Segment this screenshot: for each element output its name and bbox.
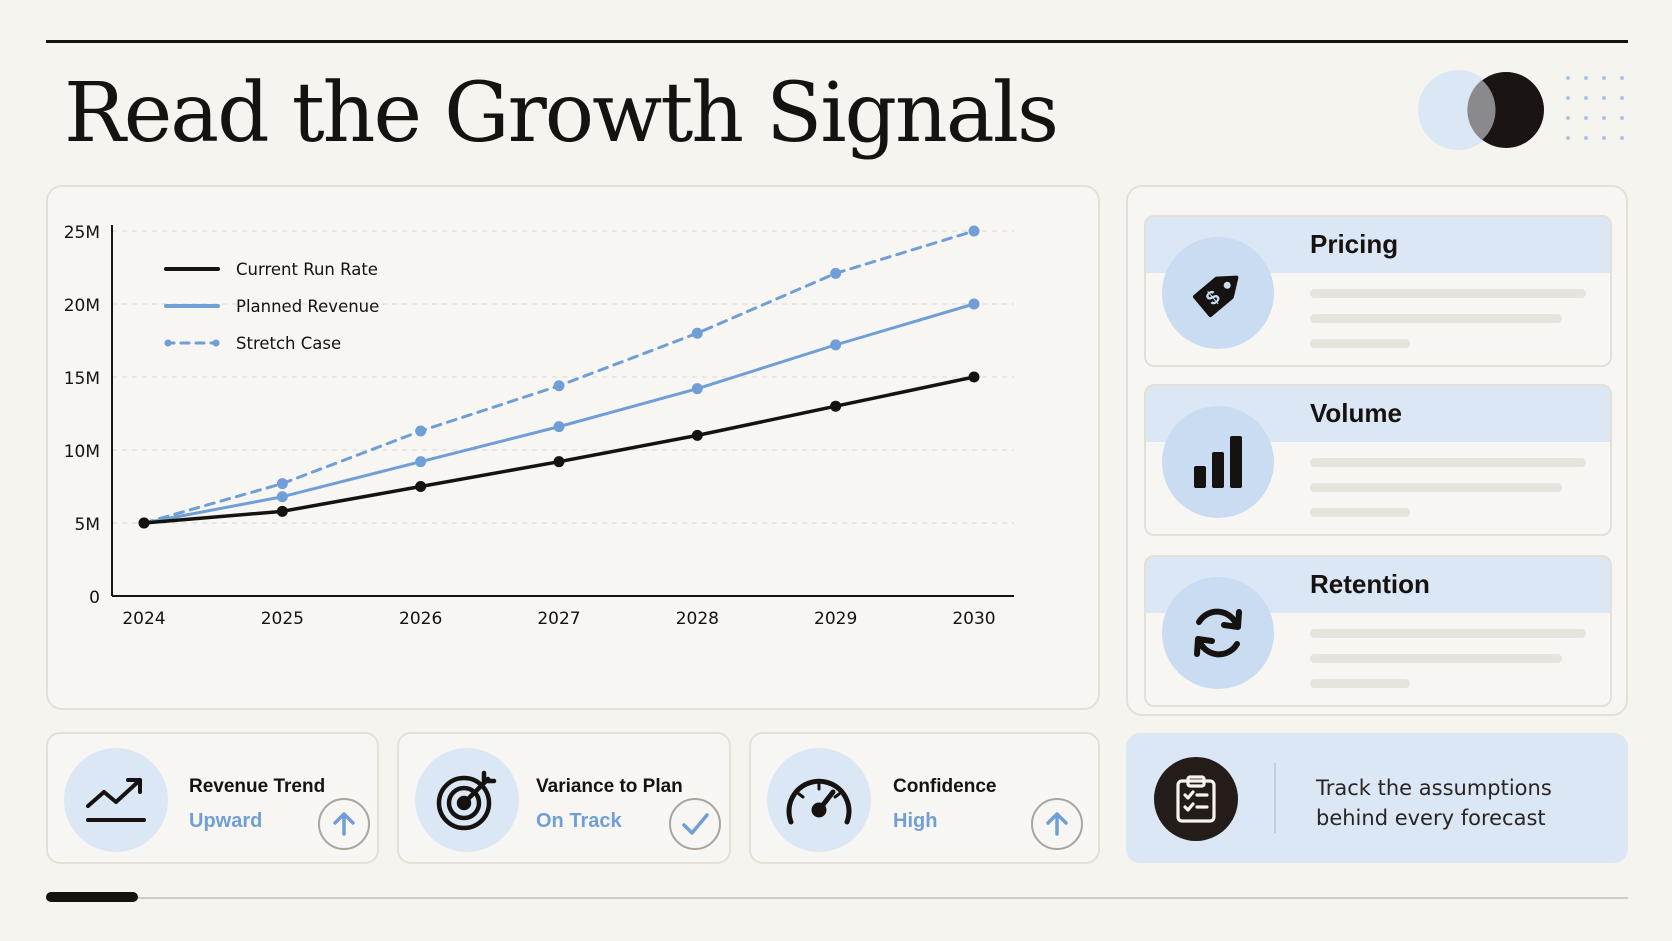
data-point — [415, 481, 427, 492]
y-tick-label: 0 — [89, 588, 100, 608]
x-tick-label: 2026 — [399, 609, 442, 629]
kpi-card-revenue-trend[interactable]: Revenue Trend Upward — [46, 732, 379, 864]
x-tick-label: 2024 — [122, 609, 165, 629]
data-point — [691, 429, 703, 441]
data-point — [553, 421, 565, 433]
data-point — [553, 456, 565, 468]
placeholder-line — [1310, 339, 1410, 348]
data-point — [691, 327, 703, 339]
gauge-icon — [767, 748, 871, 852]
data-point — [415, 425, 427, 437]
legend-label: Current Run Rate — [236, 260, 378, 279]
placeholder-line — [1310, 679, 1410, 688]
growth-drivers-panel: $ Pricing Volume — [1126, 185, 1628, 716]
y-tick-label: 15M — [64, 369, 100, 389]
factor-title: Volume — [1310, 398, 1402, 428]
series-line — [142, 375, 976, 525]
kpi-value: Upward — [189, 810, 263, 832]
data-point — [968, 225, 980, 237]
placeholder-line — [1310, 458, 1586, 467]
note-divider — [1274, 763, 1276, 833]
note-text: Track the assumptions behind every forec… — [1316, 776, 1552, 830]
price-tag-icon: $ — [1162, 237, 1274, 349]
bar-chart-icon — [1162, 406, 1274, 518]
assumptions-note: Track the assumptions behind every forec… — [1126, 733, 1628, 863]
data-point — [830, 400, 842, 412]
data-point — [553, 380, 565, 392]
revenue-line-chart: 0 5M 10M 15M 20M 25M 2024 2025 2026 2027 2028 2029 2… — [64, 223, 1014, 629]
checkmark-icon — [669, 798, 721, 850]
target-icon — [415, 748, 519, 852]
x-tick-label: 2030 — [952, 609, 995, 629]
arrow-up-icon — [1031, 798, 1083, 850]
data-point — [415, 456, 427, 468]
y-tick-label: 20M — [64, 296, 100, 316]
x-tick-label: 2029 — [814, 609, 857, 629]
kpi-card-confidence[interactable]: Confidence High — [749, 732, 1100, 864]
y-tick-label: 10M — [64, 442, 100, 462]
page-title: Read the Growth Signals — [64, 66, 1059, 161]
data-point — [968, 298, 980, 310]
chart-panel: 0 5M 10M 15M 20M 25M 2024 2025 2026 2027 2028 2029 2… — [46, 185, 1100, 710]
legend-marker — [212, 339, 220, 347]
x-tick-label: 2025 — [261, 609, 304, 629]
data-point — [138, 517, 150, 529]
data-point — [276, 478, 288, 490]
placeholder-line — [1310, 508, 1410, 517]
legend-label: Stretch Case — [236, 334, 341, 353]
factor-title: Pricing — [1310, 229, 1399, 259]
clipboard-checklist-icon — [1154, 757, 1238, 841]
top-rule — [46, 40, 1628, 43]
data-point — [830, 339, 842, 351]
x-tick-label: 2028 — [676, 609, 719, 629]
placeholder-line — [1310, 629, 1586, 638]
kpi-label: Variance to Plan — [536, 776, 683, 797]
kpi-value: On Track — [536, 810, 622, 832]
factor-card-retention[interactable]: Retention — [1144, 555, 1612, 707]
legend-marker — [164, 339, 172, 347]
decorative-circles-icon — [1418, 70, 1624, 150]
placeholder-line — [1310, 314, 1562, 323]
placeholder-line — [1310, 289, 1586, 298]
progress-indicator — [46, 892, 138, 902]
placeholder-line — [1310, 654, 1562, 663]
kpi-label: Confidence — [893, 776, 997, 797]
kpi-card-variance[interactable]: Variance to Plan On Track — [397, 732, 731, 864]
data-point — [691, 383, 703, 395]
data-point — [276, 505, 288, 517]
trend-up-icon — [64, 748, 168, 852]
x-tick-label: 2027 — [537, 609, 580, 629]
data-point — [968, 371, 980, 383]
factor-title: Retention — [1310, 569, 1430, 599]
arrow-up-icon — [318, 798, 370, 850]
factor-card-volume[interactable]: Volume — [1144, 384, 1612, 536]
kpi-value: High — [893, 810, 938, 832]
y-tick-label: 5M — [75, 515, 100, 535]
placeholder-line — [1310, 483, 1562, 492]
y-tick-label: 25M — [64, 223, 100, 243]
kpi-label: Revenue Trend — [189, 776, 326, 797]
data-point — [830, 267, 842, 279]
bottom-rule — [46, 897, 1628, 899]
factor-card-pricing[interactable]: $ Pricing — [1144, 215, 1612, 367]
data-point — [276, 491, 288, 503]
refresh-cycle-icon — [1162, 577, 1274, 689]
legend-label: Planned Revenue — [236, 297, 379, 316]
